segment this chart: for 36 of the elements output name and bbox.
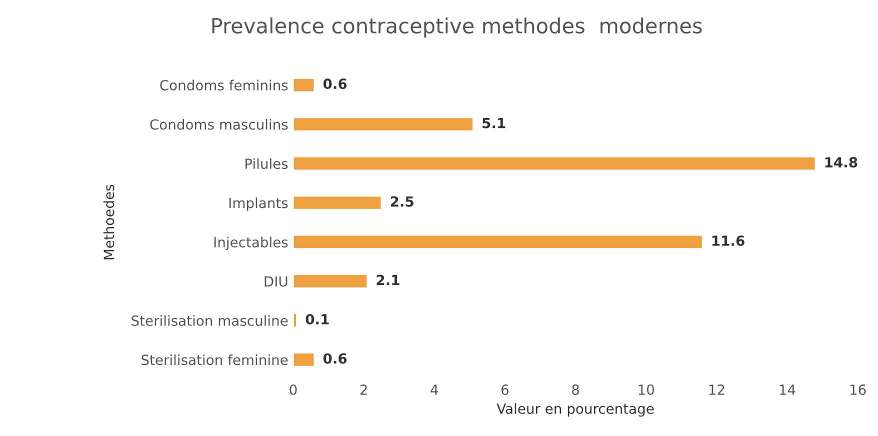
data-label: 2.1 (376, 274, 400, 286)
x-axis-title: Valeur en pourcentage (496, 403, 654, 417)
y-axis-title: Methoedes (103, 184, 114, 260)
x-tick-label: 12 (709, 384, 724, 395)
bar (293, 312, 298, 328)
data-label: 14.8 (825, 157, 858, 168)
bar (293, 116, 474, 132)
x-tick-label: 0 (290, 384, 297, 395)
x-tick-label: 4 (430, 384, 438, 395)
bar (293, 77, 316, 93)
y-tick-label: Condoms feminins (160, 80, 288, 90)
bar (293, 274, 368, 289)
y-tick-label: DIU (264, 276, 288, 287)
y-tick-label: Condoms masculins (150, 118, 288, 130)
y-tick-label: Implants (229, 197, 288, 211)
x-tick-label: 14 (780, 384, 796, 395)
bar (293, 156, 816, 172)
chart-title: Prevalence contraceptive methodes modernes (212, 17, 702, 38)
y-tick-label: Injectables (214, 236, 288, 250)
data-label: 11.6 (712, 236, 744, 246)
y-tick-label: Pilules (246, 158, 288, 169)
x-tick-label: 16 (850, 384, 866, 395)
bar (293, 195, 382, 210)
data-label: 2.5 (390, 196, 414, 207)
x-tick-label: 10 (638, 384, 654, 395)
data-label: 0.6 (323, 78, 347, 90)
data-label: 5.1 (482, 118, 506, 128)
y-tick-label: Sterilisation masculine (132, 315, 288, 326)
x-tick-label: 2 (360, 384, 367, 395)
x-tick-label: 8 (572, 384, 579, 395)
data-label: 0.1 (306, 314, 329, 324)
data-label: 0.6 (323, 353, 347, 364)
x-tick-label: 6 (502, 384, 509, 395)
y-tick-label: Sterilisation feminine (142, 354, 288, 366)
bar (293, 234, 704, 250)
bar (293, 352, 316, 368)
